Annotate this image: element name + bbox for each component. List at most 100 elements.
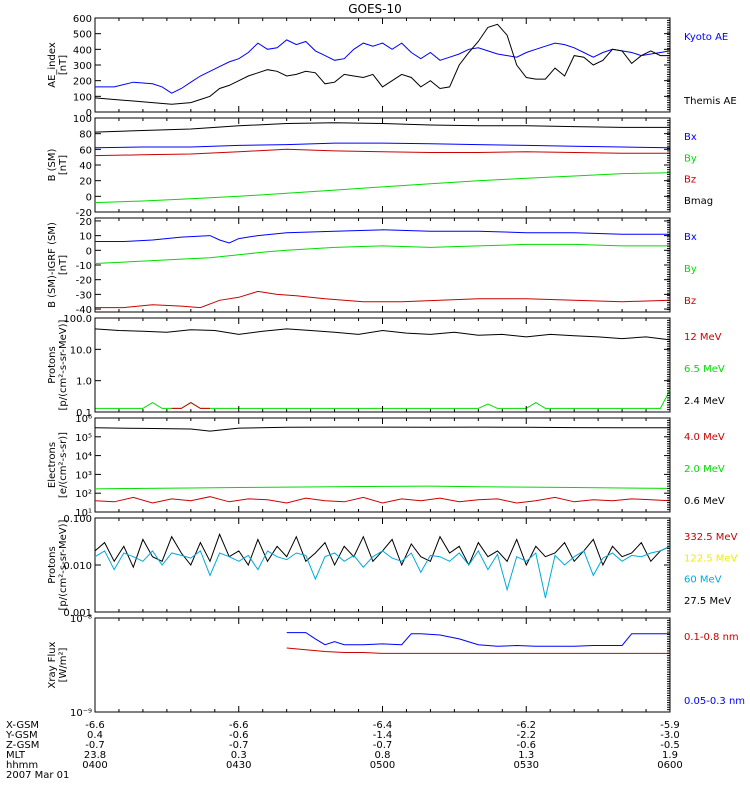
y-tick-label: 10⁴ (75, 452, 92, 463)
y-axis-label: Electrons (47, 442, 58, 488)
legend-label: Themis AE (683, 96, 737, 107)
x-axis-value: -6.6 (85, 720, 105, 731)
y-tick-label: 20 (79, 177, 92, 188)
x-axis-row-label: Z-GSM (6, 740, 39, 751)
series-line-bx (95, 229, 670, 244)
series-line-bz (95, 290, 671, 309)
legend-label: 0.1-0.8 nm (684, 632, 739, 643)
y-axis-label: [p/(cm²-s-sr-MeV)] (58, 319, 69, 410)
x-axis-value: 0530 (514, 760, 539, 771)
x-axis-value: -5.9 (660, 720, 680, 731)
x-axis-value: 1.3 (518, 750, 534, 761)
legend-label: 2.4 MeV (684, 396, 725, 407)
legend-label: By (684, 264, 697, 275)
y-tick-label: 1.0 (76, 377, 92, 388)
x-axis-value: 0.3 (231, 750, 247, 761)
panel-6: 0.100 0.010 0.001 Protons [p/(cm²-s-sr-MeV)]… (47, 514, 738, 619)
panel-3: 20 10 0 -10 -20 -30 -40 B (SM)-IGRF (SM) [nT] Bx B… (47, 217, 697, 316)
y-axis-label: [nT] (58, 55, 69, 75)
y-axis-label: [p/(cm²-s-sr-MeV)] (58, 519, 69, 610)
panel-frame (94, 17, 671, 113)
x-axis-value: 23.8 (84, 750, 106, 761)
x-axis-value: 0.4 (87, 730, 103, 741)
x-axis-value: -6.6 (229, 720, 249, 731)
y-axis-label: Protons (47, 546, 58, 583)
x-axis-value: 0.8 (375, 750, 391, 761)
series-line-themis-ae (94, 23, 670, 105)
x-axis-value: -2.2 (516, 730, 536, 741)
y-tick-label: 10 (79, 232, 92, 243)
panel-5: 10⁶ 10⁵ 10⁴ 10³ 10² 10¹ Electrons [e/(cm²-s-sr)… (47, 414, 725, 519)
y-tick-label: 0 (86, 108, 92, 119)
chart-title: GOES-10 (348, 2, 402, 16)
y-tick-label: 0.001 (63, 608, 92, 619)
y-tick-label: 10³ (75, 470, 92, 481)
legend-label: 0.05-0.3 nm (684, 696, 745, 707)
y-tick-label: 0.1 (76, 408, 92, 419)
x-axis-value: 1.9 (662, 750, 678, 761)
panel-frame (94, 417, 671, 513)
x-axis-value: 0500 (370, 760, 395, 771)
y-tick-label: 10¹ (75, 508, 92, 519)
x-axis-value: -6.2 (516, 720, 536, 731)
legend-label: Bz (684, 296, 696, 307)
y-tick-label: 40 (79, 161, 92, 172)
series-line-60-mev (94, 545, 671, 599)
x-axis-value: -0.7 (373, 740, 393, 751)
x-axis-value: -0.6 (516, 740, 536, 751)
y-tick-label: 80 (79, 130, 92, 141)
legend-label: 0.6 MeV (684, 496, 725, 507)
x-axis-value: -6.4 (373, 720, 393, 731)
panel-7: 10⁻⁸ 10⁻⁹ Xray Flux [W/m²] 0.1-0.8 nm 0.05-0.… (47, 614, 745, 719)
x-axis-value: 0400 (82, 760, 107, 771)
y-tick-label: 200 (73, 77, 92, 88)
y-axis-label: B (SM) (47, 148, 58, 181)
x-axis-value: -1.4 (373, 730, 393, 741)
y-axis-label: [W/m²] (58, 647, 69, 682)
y-tick-label: -20 (76, 276, 92, 287)
x-axis-value: -3.0 (660, 730, 680, 741)
y-tick-label: 100.0 (63, 314, 92, 325)
series-line-by (94, 172, 671, 204)
y-axis-label: Protons (47, 346, 58, 383)
legend-label: 2.0 MeV (684, 464, 725, 475)
x-axis-value: -0.6 (229, 730, 249, 741)
series-line-0-05-0-3-nm (286, 632, 670, 647)
series-line-bmag (94, 122, 670, 133)
y-tick-label: -30 (76, 290, 92, 301)
legend-label: 122.5 MeV (684, 553, 738, 564)
x-axis-row-label: X-GSM (6, 720, 39, 731)
y-axis-label: B (SM)-IGRF (SM) (47, 222, 58, 308)
y-tick-label: 0 (86, 246, 92, 257)
legend-label: Bx (684, 132, 697, 143)
y-axis-label: [e/(cm²-s-sr)] (58, 432, 69, 498)
y-tick-label: 60 (79, 145, 92, 156)
panel-frame (94, 517, 671, 613)
series-line-by (94, 243, 670, 264)
y-tick-label: 10.0 (70, 345, 92, 356)
y-tick-label: -10 (76, 261, 92, 272)
series-line-2-0-mev (94, 485, 671, 490)
y-axis-label: AE_index (47, 42, 58, 88)
series-line-6-5-mev (95, 389, 671, 409)
y-tick-label: 10⁵ (75, 433, 92, 444)
series-line-4-0-mev (94, 496, 671, 504)
series-line-12-mev (94, 328, 671, 341)
panel-frame (94, 317, 671, 413)
x-axis-row-label: MLT (6, 750, 26, 761)
y-axis-label: Xray Flux (47, 641, 58, 688)
y-tick-label: 0.100 (63, 514, 92, 525)
series-line-bz (94, 148, 670, 157)
legend-label: 332.5 MeV (684, 532, 738, 543)
legend-label: 12 MeV (684, 332, 722, 343)
legend-label: 27.5 MeV (684, 596, 731, 607)
y-tick-label: 10² (75, 489, 92, 500)
panel-1: 600 500 400 300 200 100 0 AE_index [nT] Kyoto AE T… (47, 14, 737, 119)
panel-4: 100.0 10.0 1.0 0.1 Protons [p/(cm²-s-sr-MeV)]… (47, 314, 725, 419)
series-line-0-6-mev (94, 426, 670, 432)
y-tick-label: 0.010 (63, 561, 92, 572)
y-tick-label: 400 (73, 45, 92, 56)
y-tick-label: 10⁶ (75, 414, 92, 425)
y-tick-label: 10⁻⁹ (70, 708, 92, 719)
legend-label: 6.5 MeV (684, 364, 725, 375)
